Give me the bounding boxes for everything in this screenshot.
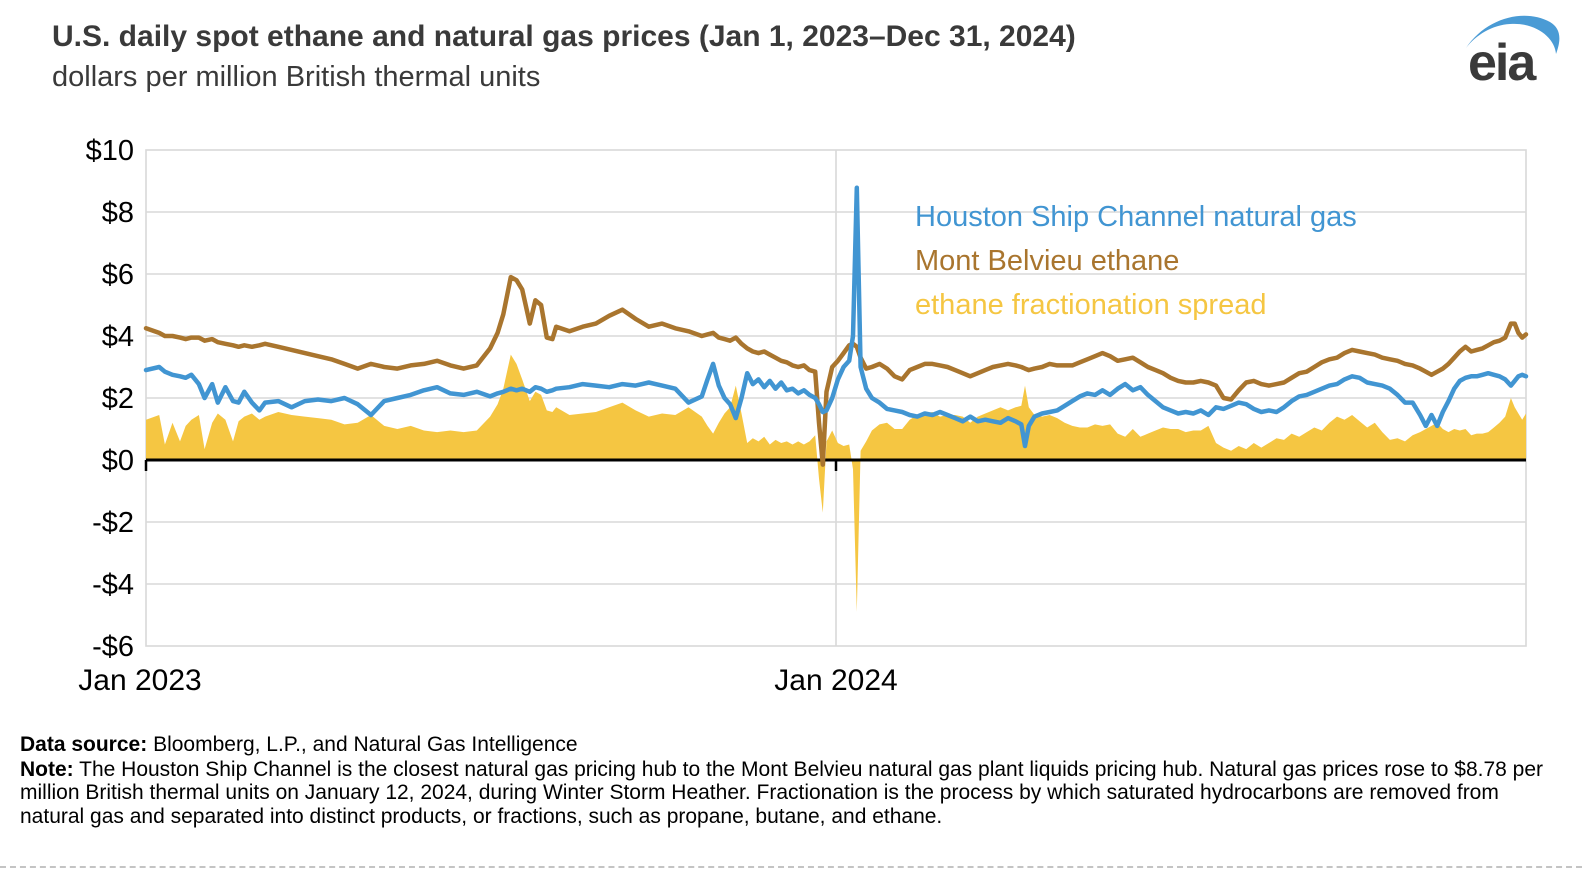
spread-area	[146, 354, 1526, 612]
ethane-line	[143, 274, 1529, 467]
legend-label-ethane: Mont Belvieu ethane	[915, 245, 1180, 277]
data-source-label: Data source:	[20, 733, 148, 756]
data-source-line: Data source: Bloomberg, L.P., and Natura…	[20, 733, 1568, 757]
y-axis-tick-label: $4	[102, 321, 134, 353]
y-axis-tick-label: $2	[102, 383, 134, 415]
x-axis-label-jan-2023: Jan 2023	[78, 664, 202, 697]
x-axis-label-jan-2024: Jan 2024	[774, 664, 898, 697]
page-title: U.S. daily spot ethane and natural gas p…	[52, 20, 1076, 53]
y-axis-tick-label: -$6	[92, 631, 134, 663]
natural-gas-line	[143, 185, 1529, 449]
note-line: Note: The Houston Ship Channel is the cl…	[20, 758, 1568, 829]
y-axis-tick-label: -$4	[92, 569, 134, 601]
note-text: The Houston Ship Channel is the closest …	[20, 757, 1543, 828]
note-label: Note:	[20, 757, 74, 781]
y-axis-tick-label: $8	[102, 197, 134, 229]
eia-logo-swoosh-icon	[1466, 15, 1560, 54]
eia-logo: eia	[1466, 15, 1560, 90]
legend-label-spread: ethane fractionation spread	[915, 289, 1267, 321]
eia-logo-text: eia	[1468, 34, 1537, 90]
page-subtitle: dollars per million British thermal unit…	[52, 61, 541, 93]
legend-label-natural-gas: Houston Ship Channel natural gas	[915, 201, 1357, 233]
y-axis-tick-label: $10	[86, 135, 134, 167]
y-axis-tick-label: $6	[102, 259, 134, 291]
data-source-text: Bloomberg, L.P., and Natural Gas Intelli…	[153, 733, 578, 756]
plot-border	[145, 149, 1527, 647]
y-axis-tick-label: -$2	[92, 507, 134, 539]
bottom-dashed-separator	[0, 866, 1582, 868]
chart-notes: Data source: Bloomberg, L.P., and Natura…	[20, 733, 1568, 829]
y-axis-tick-label: $0	[102, 445, 134, 477]
